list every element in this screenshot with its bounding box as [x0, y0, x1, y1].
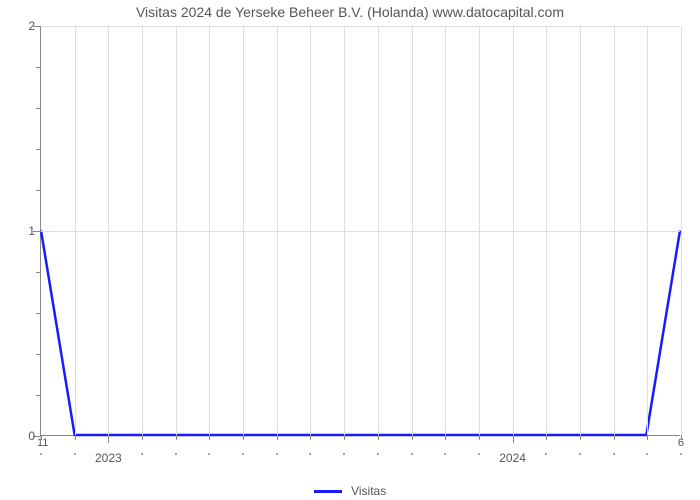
legend-swatch	[314, 490, 342, 493]
gridline-vertical	[445, 26, 446, 435]
x-tick-dot	[613, 453, 615, 455]
plot-area: 11 6 01220232024	[40, 26, 680, 436]
gridline-vertical	[614, 26, 615, 435]
x-tick-dot	[646, 453, 648, 455]
x-tick-dot	[545, 453, 547, 455]
x-tick-minor	[75, 435, 76, 440]
x-tick-minor	[378, 435, 379, 440]
x-tick-major	[513, 435, 514, 443]
x-tick-dot	[579, 453, 581, 455]
x-tick-dot	[377, 453, 379, 455]
x-tick-label: 2023	[95, 451, 122, 465]
x-tick-dot	[175, 453, 177, 455]
x-tick-minor	[412, 435, 413, 440]
x-tick-dot	[208, 453, 210, 455]
x-tick-label: 2024	[499, 451, 526, 465]
y-tick-minor	[36, 313, 41, 314]
x-tick-dot	[309, 453, 311, 455]
gridline-vertical	[647, 26, 648, 435]
gridline-vertical	[344, 26, 345, 435]
gridline-vertical	[310, 26, 311, 435]
gridline-vertical	[209, 26, 210, 435]
x-tick-minor	[479, 435, 480, 440]
y-tick-label: 2	[28, 19, 35, 33]
y-tick-minor	[36, 190, 41, 191]
x-tick-dot	[680, 453, 682, 455]
gridline-vertical	[243, 26, 244, 435]
chart-container: Visitas 2024 de Yerseke Beheer B.V. (Hol…	[0, 0, 700, 500]
x-tick-dot	[343, 453, 345, 455]
x-tick-minor	[243, 435, 244, 440]
chart-title: Visitas 2024 de Yerseke Beheer B.V. (Hol…	[0, 4, 700, 20]
gridline-horizontal	[41, 231, 680, 232]
x-tick-dot	[141, 453, 143, 455]
x-tick-dot	[276, 453, 278, 455]
gridline-vertical	[277, 26, 278, 435]
y-tick-minor	[36, 108, 41, 109]
x-tick-minor	[546, 435, 547, 440]
gridline-vertical	[142, 26, 143, 435]
x-tick-minor	[41, 435, 42, 440]
legend: Visitas	[0, 483, 700, 498]
gridline-vertical	[546, 26, 547, 435]
y-tick-label: 1	[28, 224, 35, 238]
x-tick-dot	[40, 453, 42, 455]
x-tick-minor	[344, 435, 345, 440]
x-tick-minor	[176, 435, 177, 440]
x-tick-minor	[445, 435, 446, 440]
x-tick-minor	[647, 435, 648, 440]
x-tick-dot	[411, 453, 413, 455]
x-tick-dot	[74, 453, 76, 455]
x-tick-dot	[444, 453, 446, 455]
x-tick-minor	[209, 435, 210, 440]
gridline-vertical	[681, 26, 682, 435]
x-tick-minor	[580, 435, 581, 440]
legend-label: Visitas	[351, 484, 386, 498]
x-tick-minor	[277, 435, 278, 440]
x-tick-minor	[310, 435, 311, 440]
y-tick-label: 0	[28, 429, 35, 443]
gridline-vertical	[75, 26, 76, 435]
gridline-vertical	[479, 26, 480, 435]
y-tick-minor	[36, 354, 41, 355]
x-first-index: 11	[37, 437, 48, 449]
y-tick-minor	[36, 67, 41, 68]
x-tick-minor	[142, 435, 143, 440]
x-tick-dot	[242, 453, 244, 455]
x-tick-major	[108, 435, 109, 443]
x-tick-dot	[478, 453, 480, 455]
gridline-vertical	[108, 26, 109, 435]
gridline-horizontal	[41, 26, 680, 27]
gridline-vertical	[513, 26, 514, 435]
gridline-vertical	[378, 26, 379, 435]
y-tick-minor	[36, 149, 41, 150]
y-tick-minor	[36, 272, 41, 273]
x-tick-minor	[681, 435, 682, 440]
gridline-vertical	[580, 26, 581, 435]
gridline-vertical	[176, 26, 177, 435]
gridline-vertical	[412, 26, 413, 435]
y-tick-minor	[36, 395, 41, 396]
x-tick-minor	[614, 435, 615, 440]
